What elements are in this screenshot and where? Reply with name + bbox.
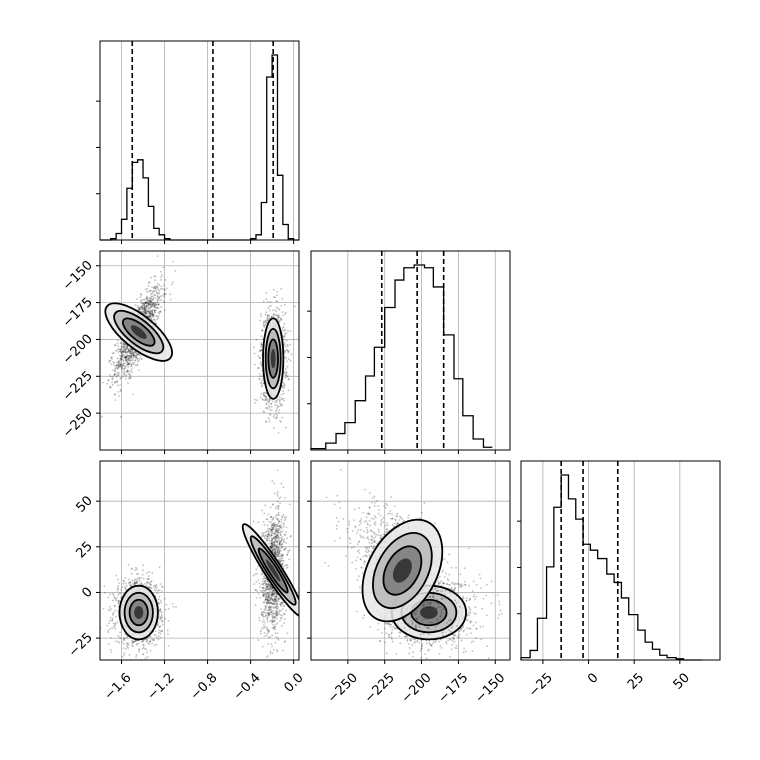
axes-frame <box>310 250 511 451</box>
x-tick-label: −250 <box>325 670 361 706</box>
contour-line <box>121 317 156 347</box>
density-level <box>265 559 281 582</box>
axes-frame <box>310 460 511 661</box>
contour-line <box>104 302 173 362</box>
contour-line <box>123 591 154 634</box>
y-tick-label: −175 <box>60 295 96 331</box>
density-level <box>392 558 412 583</box>
axes-frame <box>99 460 300 661</box>
y-tick-label: 0 <box>79 585 95 601</box>
panel-2-2 <box>520 460 721 661</box>
density-layer <box>101 255 296 434</box>
contour-line <box>128 598 149 627</box>
contour-line <box>262 317 285 400</box>
x-tick-label: −200 <box>399 670 435 706</box>
y-tick-label: −225 <box>60 369 96 405</box>
contour-1 <box>241 523 299 618</box>
panel-0-0 <box>99 40 300 241</box>
contour-line <box>241 523 299 618</box>
x-tick-label: −1.6 <box>102 670 135 703</box>
x-tick-label: 25 <box>625 670 647 692</box>
histogram-2 <box>520 474 702 661</box>
y-tick-label: −150 <box>60 258 96 294</box>
axes-frame <box>520 460 721 661</box>
contour-0 <box>118 584 159 641</box>
contour-line <box>264 328 282 390</box>
x-tick-label: 0 <box>585 670 601 686</box>
contour-line <box>249 535 297 606</box>
x-tick-label: −1.2 <box>145 670 178 703</box>
x-tick-label: −150 <box>472 670 508 706</box>
x-tick-label: −175 <box>436 670 472 706</box>
axes-frame <box>99 40 300 241</box>
x-tick-label: −0.8 <box>188 670 221 703</box>
contour-line <box>118 584 159 641</box>
x-tick-label: −0.4 <box>231 670 264 703</box>
contour-line <box>372 532 433 609</box>
histogram-1 <box>310 264 493 450</box>
axes-frame <box>99 250 300 451</box>
contour-line <box>267 338 279 379</box>
contour-line <box>382 545 423 596</box>
x-tick-label: 0.0 <box>281 670 306 695</box>
contour-line <box>257 547 289 594</box>
x-tick-label: −225 <box>362 670 398 706</box>
y-tick-label: 25 <box>74 539 96 561</box>
panel-1-1 <box>310 250 511 451</box>
density-level <box>270 349 276 369</box>
panel-2-1 <box>310 460 511 661</box>
density-layer <box>324 469 503 660</box>
panel-2-0 <box>99 460 300 661</box>
histogram-0 <box>100 54 299 241</box>
density-level <box>134 606 144 619</box>
contour-1 <box>361 518 444 623</box>
y-tick-label: −250 <box>60 405 96 441</box>
density-level <box>130 325 147 339</box>
y-tick-label: −200 <box>60 332 96 368</box>
x-tick-label: −25 <box>526 670 556 700</box>
x-tick-label: 50 <box>671 670 693 692</box>
contour-1 <box>262 317 285 400</box>
density-layer <box>100 469 299 660</box>
contour-line <box>361 518 444 623</box>
y-tick-label: 50 <box>74 493 96 515</box>
contour-0 <box>104 302 173 362</box>
y-tick-label: −25 <box>66 630 96 660</box>
contour-line <box>113 309 165 355</box>
density-level <box>420 606 438 619</box>
panel-1-0 <box>99 250 300 451</box>
